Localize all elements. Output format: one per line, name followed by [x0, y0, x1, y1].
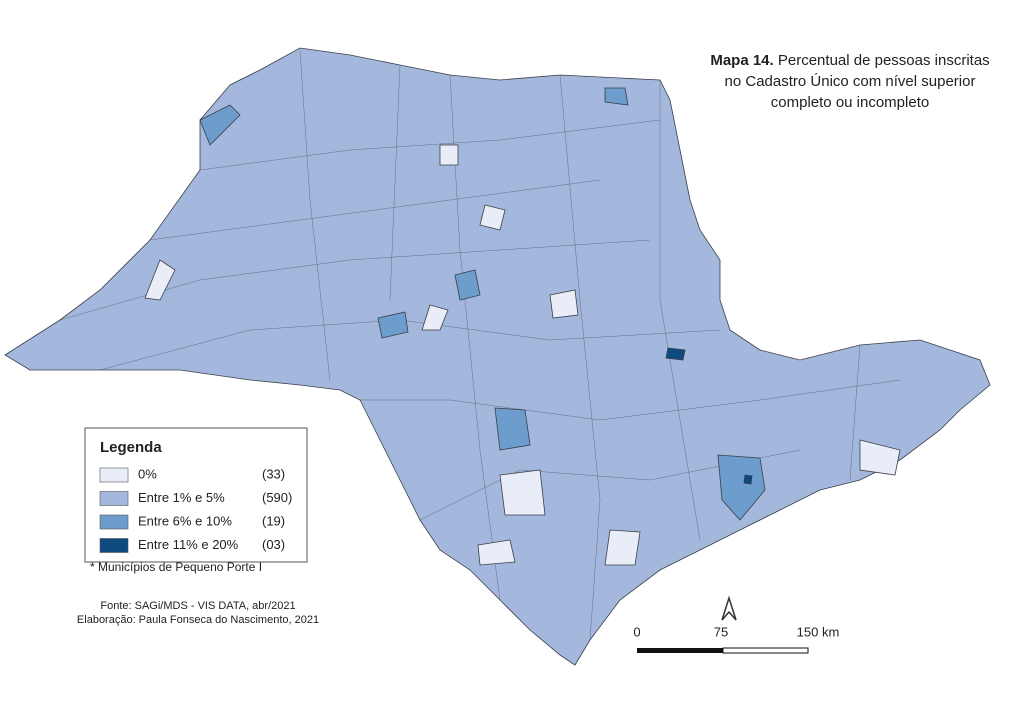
scale-bar	[637, 648, 723, 653]
credit: Elaboração: Paula Fonseca do Nascimento,…	[77, 614, 319, 626]
legend-count: (33)	[262, 466, 285, 481]
legend-swatch	[99, 467, 129, 483]
region	[499, 469, 546, 516]
region	[665, 347, 686, 361]
region	[144, 259, 176, 301]
region	[604, 87, 629, 106]
legend-swatch	[99, 491, 129, 506]
region	[199, 104, 241, 146]
map-title: Mapa 14. Percentual de pessoas inscritas…	[705, 50, 995, 113]
legend-title: Legenda	[100, 439, 162, 456]
region	[479, 204, 506, 231]
region	[743, 474, 753, 485]
legend-items: 0% (33) Entre 1% e 5% (590) Entre 6% e 10% (1…	[99, 466, 292, 553]
region	[604, 529, 641, 566]
map-number: Mapa 14.	[710, 52, 774, 69]
region	[859, 439, 901, 476]
legend-label: Entre 1% e 5%	[138, 490, 225, 505]
source: Fonte: SAGi/MDS - VIS DATA, abr/2021	[100, 600, 295, 612]
scale-label: 75	[714, 624, 728, 639]
region	[454, 269, 481, 301]
region	[494, 407, 531, 451]
legend-label: Entre 6% e 10%	[138, 513, 232, 528]
legend-label: Entre 11% e 20%	[138, 537, 239, 552]
legend-count: (03)	[262, 537, 285, 552]
legend-swatch	[99, 514, 129, 530]
region	[549, 289, 579, 319]
legend-count: (590)	[262, 490, 292, 505]
legend-swatch	[99, 538, 129, 553]
scale-label: 150 km	[797, 624, 840, 639]
region	[477, 539, 516, 566]
region	[421, 304, 449, 331]
north-arrow	[721, 595, 737, 621]
region	[377, 311, 409, 339]
scale-bar	[722, 647, 809, 654]
legend-count: (19)	[262, 513, 285, 528]
region	[717, 454, 766, 521]
legend-label: 0%	[138, 466, 157, 481]
note: * Municípios de Pequeno Porte I	[90, 560, 262, 574]
region	[439, 144, 459, 166]
scale-label: 0	[633, 624, 640, 639]
map-title-text: Percentual de pessoas inscritas no Cadas…	[724, 52, 990, 111]
